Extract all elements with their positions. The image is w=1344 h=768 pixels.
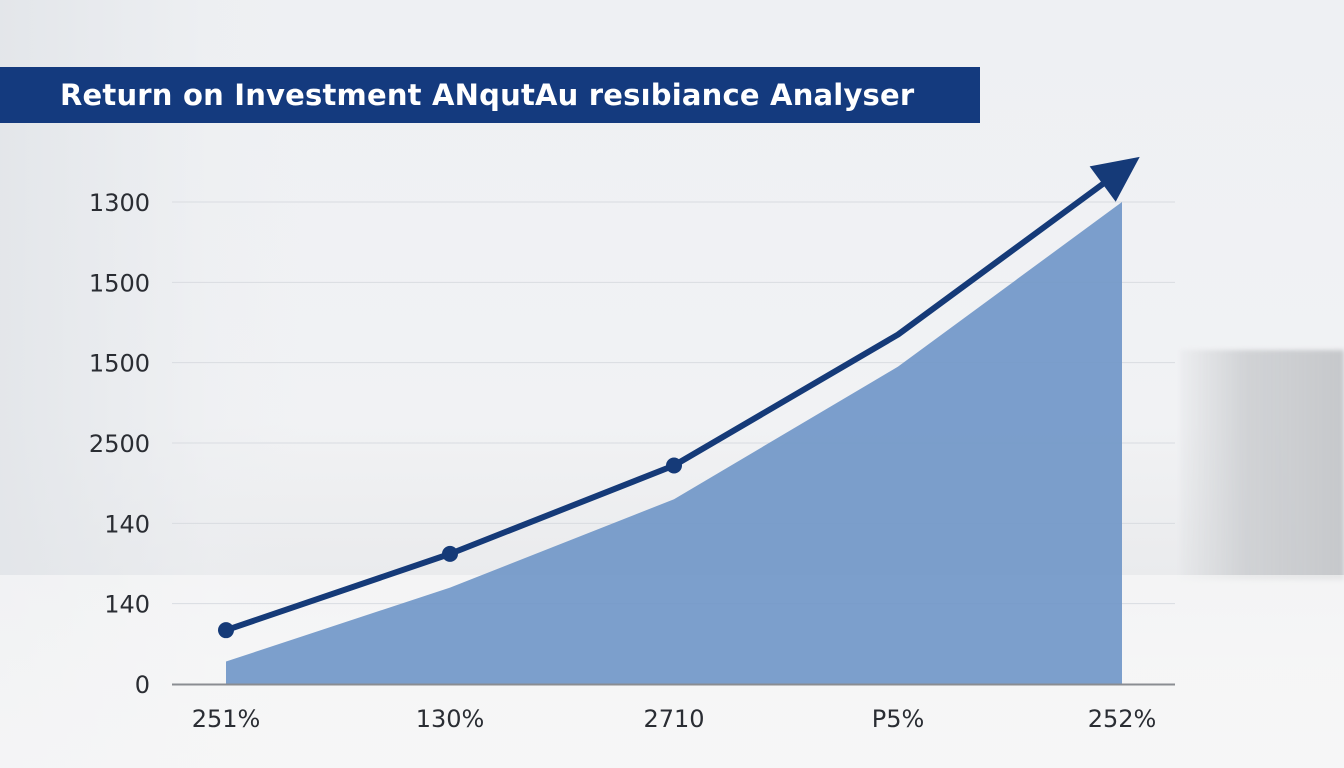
y-tick-label-3: 2500 — [89, 430, 150, 458]
x-tick-label-0: 251% — [192, 705, 261, 733]
trend-arrowhead — [1089, 156, 1140, 202]
y-tick-label-5: 1500 — [89, 269, 150, 297]
chart-title: Return on Investment ANqutAu resıbiance … — [60, 78, 915, 112]
x-tick-label-3: P5% — [872, 705, 925, 733]
x-tick-label-2: 2710 — [643, 705, 704, 733]
data-point-2 — [666, 457, 682, 474]
y-tick-label-2: 140 — [104, 510, 150, 538]
data-point-1 — [442, 545, 458, 562]
area-series — [226, 202, 1122, 684]
y-tick-label-6: 1300 — [89, 189, 150, 217]
line-series — [218, 156, 1140, 639]
y-tick-label-1: 140 — [104, 591, 150, 619]
y-tick-label-0: 0 — [135, 671, 150, 699]
data-point-0 — [218, 622, 234, 639]
x-tick-label-1: 130% — [416, 705, 485, 733]
x-tick-label-4: 252% — [1088, 705, 1157, 733]
title-banner: Return on Investment ANqutAu resıbiance … — [0, 67, 980, 123]
background-right-block — [1180, 350, 1344, 580]
y-tick-label-4: 1500 — [89, 350, 150, 378]
area-fill — [226, 202, 1122, 684]
y-tick-labels: 0 140 140 2500 1500 1500 1300 — [89, 189, 150, 699]
x-tick-labels: 251% 130% 2710 P5% 252% — [192, 705, 1157, 733]
